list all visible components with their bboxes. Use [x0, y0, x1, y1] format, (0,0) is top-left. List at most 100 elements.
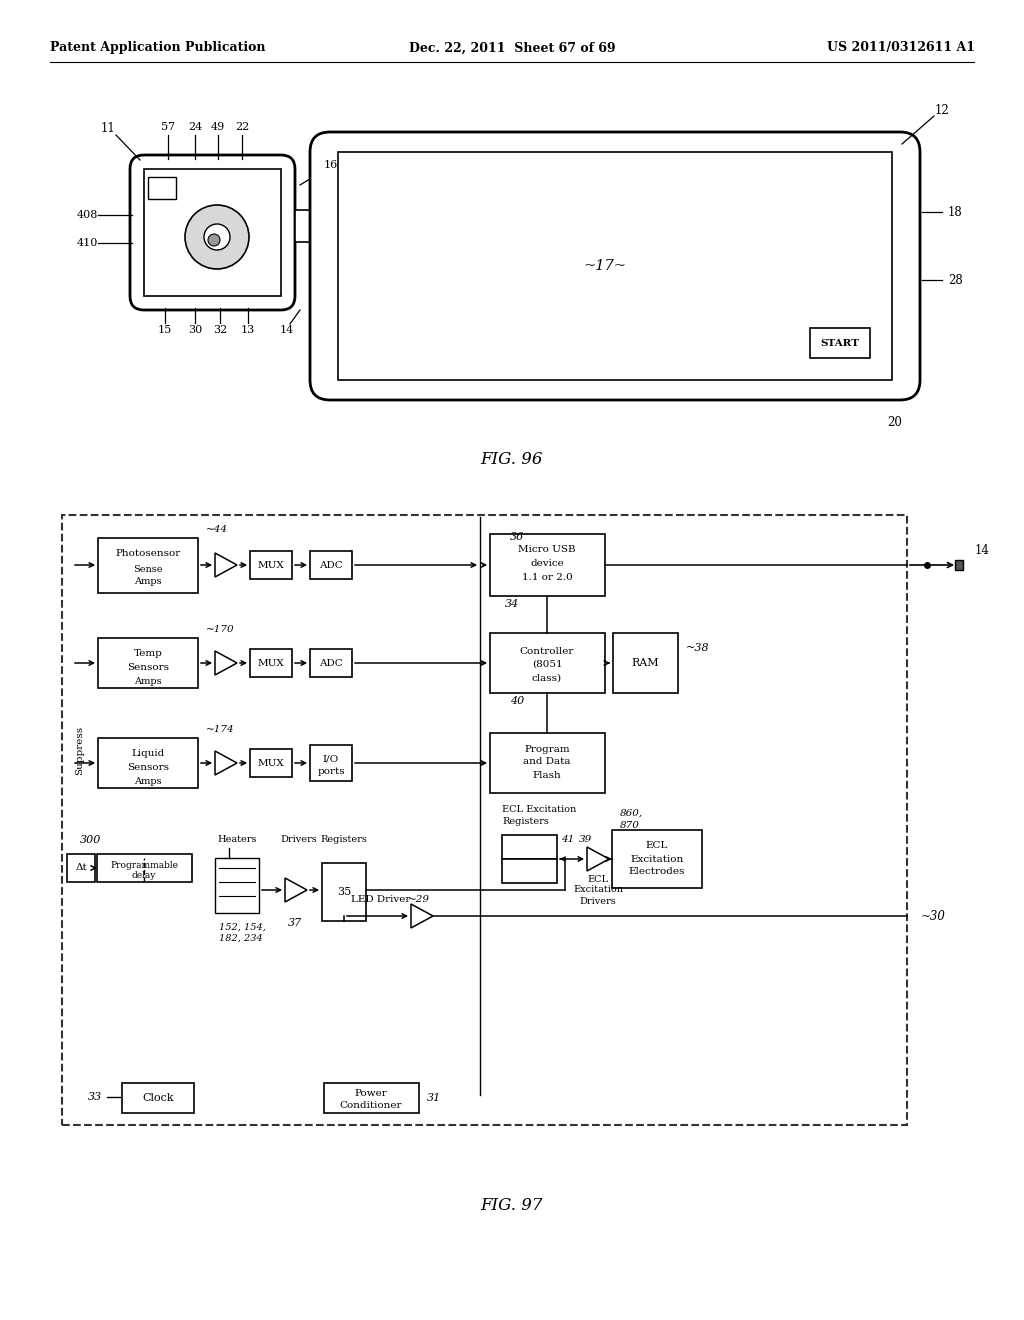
Bar: [122, 1082, 194, 1113]
Text: 12: 12: [935, 103, 949, 116]
Text: Amps: Amps: [134, 578, 162, 586]
Bar: [250, 748, 292, 777]
Text: 35: 35: [337, 887, 351, 898]
Text: FIG. 97: FIG. 97: [480, 1196, 544, 1213]
Bar: [295, 210, 313, 242]
Text: 14: 14: [280, 325, 294, 335]
Text: Registers: Registers: [502, 817, 549, 826]
Text: ECL: ECL: [646, 842, 669, 850]
Bar: [310, 550, 352, 579]
Text: Conditioner: Conditioner: [340, 1101, 402, 1110]
Text: LED Driver: LED Driver: [351, 895, 411, 904]
Bar: [322, 863, 366, 921]
Text: MUX: MUX: [258, 759, 285, 767]
Bar: [98, 738, 198, 788]
Text: 22: 22: [234, 121, 249, 132]
Bar: [810, 327, 870, 358]
Text: 28: 28: [948, 273, 963, 286]
Text: and Data: and Data: [523, 758, 570, 767]
Bar: [612, 830, 702, 888]
Text: Liquid: Liquid: [131, 750, 165, 759]
Text: 31: 31: [427, 1093, 441, 1104]
Bar: [310, 744, 352, 781]
Text: Sense: Sense: [133, 565, 163, 574]
Bar: [502, 836, 557, 859]
Text: Micro USB: Micro USB: [518, 545, 575, 554]
Text: Electrodes: Electrodes: [629, 867, 685, 876]
Bar: [98, 638, 198, 688]
Bar: [215, 858, 259, 913]
Text: ~174: ~174: [206, 726, 234, 734]
Circle shape: [208, 234, 220, 246]
Text: 41: 41: [561, 834, 574, 843]
FancyBboxPatch shape: [310, 132, 920, 400]
Polygon shape: [285, 878, 307, 902]
Bar: [490, 535, 605, 597]
Text: ~170: ~170: [206, 626, 234, 635]
Text: class): class): [531, 673, 562, 682]
Bar: [490, 733, 605, 793]
Circle shape: [185, 205, 249, 269]
Bar: [250, 550, 292, 579]
Text: START: START: [820, 338, 859, 347]
Text: MUX: MUX: [258, 659, 285, 668]
Text: Heaters: Heaters: [217, 836, 257, 845]
Text: Dec. 22, 2011  Sheet 67 of 69: Dec. 22, 2011 Sheet 67 of 69: [409, 41, 615, 54]
Bar: [144, 169, 281, 296]
Text: 408: 408: [77, 210, 98, 220]
Text: (8051: (8051: [531, 660, 562, 668]
Text: ECL: ECL: [588, 874, 608, 883]
Bar: [97, 854, 193, 882]
Text: 34: 34: [505, 599, 519, 609]
Circle shape: [204, 224, 230, 249]
Text: Programmable: Programmable: [110, 861, 178, 870]
Text: 11: 11: [100, 123, 116, 136]
Bar: [338, 152, 892, 380]
Text: ~44: ~44: [206, 525, 228, 535]
Text: Sensors: Sensors: [127, 763, 169, 771]
Text: MUX: MUX: [258, 561, 285, 569]
Text: 57: 57: [161, 121, 175, 132]
Bar: [62, 515, 907, 1125]
FancyBboxPatch shape: [130, 154, 295, 310]
Text: Clock: Clock: [142, 1093, 174, 1104]
Text: 30: 30: [187, 325, 202, 335]
Text: 152, 154,: 152, 154,: [219, 923, 266, 932]
Text: RAM: RAM: [631, 657, 658, 668]
Text: Controller: Controller: [520, 647, 574, 656]
Bar: [502, 859, 557, 883]
Text: ~30: ~30: [921, 909, 946, 923]
Text: Program: Program: [524, 744, 569, 754]
Text: Δt: Δt: [75, 863, 87, 873]
Text: 870: 870: [620, 821, 640, 829]
Polygon shape: [215, 751, 237, 775]
Text: Amps: Amps: [134, 776, 162, 785]
Bar: [67, 854, 95, 882]
Text: 410: 410: [77, 238, 98, 248]
Text: 15: 15: [158, 325, 172, 335]
Text: Temp: Temp: [133, 649, 163, 659]
Text: device: device: [530, 558, 564, 568]
Text: ports: ports: [317, 767, 345, 776]
Text: 40: 40: [510, 696, 524, 706]
Text: ADC: ADC: [319, 659, 343, 668]
Text: ~38: ~38: [686, 643, 710, 653]
Text: 1.1 or 2.0: 1.1 or 2.0: [521, 573, 572, 582]
Bar: [490, 634, 605, 693]
Text: US 2011/0312611 A1: US 2011/0312611 A1: [827, 41, 975, 54]
Text: Registers: Registers: [321, 836, 368, 845]
Text: 300: 300: [80, 836, 101, 845]
Polygon shape: [411, 904, 433, 928]
Text: Suppress: Suppress: [76, 726, 85, 775]
Text: Sensors: Sensors: [127, 663, 169, 672]
Text: 18: 18: [948, 206, 963, 219]
Text: 20: 20: [888, 416, 902, 429]
Text: Amps: Amps: [134, 676, 162, 685]
Text: Flash: Flash: [532, 771, 561, 780]
Text: Excitation: Excitation: [631, 854, 684, 863]
Text: 32: 32: [213, 325, 227, 335]
Text: 37: 37: [288, 917, 302, 928]
Bar: [613, 634, 678, 693]
Text: 39: 39: [579, 834, 592, 843]
Bar: [324, 1082, 419, 1113]
